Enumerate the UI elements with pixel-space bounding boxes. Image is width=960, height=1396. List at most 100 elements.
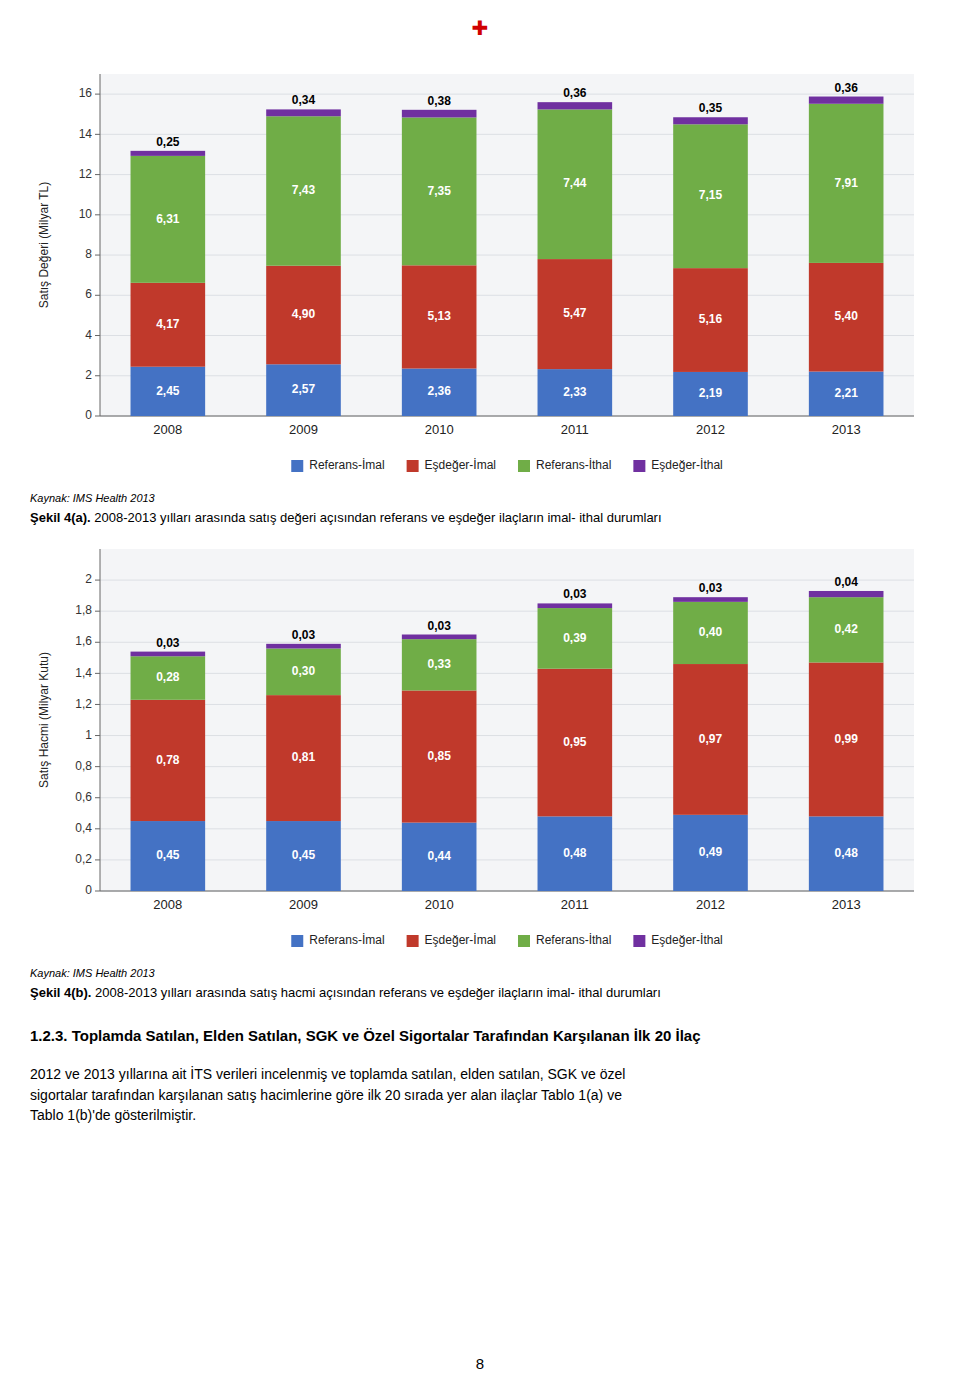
bars [131, 591, 884, 891]
data-label: 0,39 [563, 631, 587, 645]
bar [402, 635, 477, 640]
bar [809, 97, 884, 104]
data-label: 0,45 [292, 848, 316, 862]
legend-label: Referans-İthal [536, 458, 611, 472]
tick-mark [95, 673, 100, 674]
body-segment: 2012 ve 2013 yıllarına ait İTS verileri … [30, 1066, 625, 1082]
legend: Referans-İmalEşdeğer-İmalReferans-İthalE… [291, 933, 722, 947]
bar [266, 364, 341, 416]
tick-label: 0,4 [75, 821, 92, 835]
tick-label: 0 [85, 883, 92, 897]
bar [266, 695, 341, 821]
tick-mark [95, 295, 100, 296]
content: ✚02468101214162,452,572,362,332,192,214,… [30, 0, 930, 1125]
grid-line [100, 214, 914, 215]
data-label: 0,45 [156, 848, 180, 862]
data-label: 0,42 [834, 622, 858, 636]
tick-label: 10 [79, 207, 93, 221]
tick-label: 4 [85, 328, 92, 342]
legend-swatch [518, 460, 530, 472]
data-label: 0,97 [699, 732, 723, 746]
bar [131, 652, 206, 657]
y-ticks: 00,20,40,60,811,21,41,61,82 [75, 572, 100, 897]
data-label: 0,04 [834, 575, 858, 589]
x-ticks: 200820092010201120122013 [153, 422, 860, 437]
grid-line [100, 704, 914, 705]
page: {"chart_data": [ {"type": "bar", "stacke… [0, 0, 960, 1396]
source: Kaynak: IMS Health 2013 [30, 492, 930, 504]
legend-label: Eşdeğer-İmal [425, 933, 496, 947]
grid-line [100, 416, 914, 417]
data-label: 2,36 [427, 384, 451, 398]
data-label: 0,49 [699, 845, 723, 859]
body-line: 2012 ve 2013 yıllarına ait İTS verileri … [30, 1064, 930, 1084]
tick-mark [95, 797, 100, 798]
y-axis-label: Satış Değeri (Milyar TL) [37, 182, 51, 308]
bar [402, 639, 477, 690]
legend-item: Eşdeğer-İthal [633, 933, 722, 947]
grid-line [100, 673, 914, 674]
legend-item: Eşdeğer-İthal [633, 458, 722, 472]
caption-label: Şekil 4(b). [30, 985, 91, 1000]
tick-label: 1 [85, 728, 92, 742]
tick-mark [95, 704, 100, 705]
series [131, 104, 884, 283]
grid-line [100, 255, 914, 256]
category-label: 2013 [832, 422, 861, 437]
tick-label: 2 [85, 572, 92, 586]
grid-line [100, 859, 914, 860]
bar [673, 268, 748, 372]
grid [100, 580, 914, 891]
data-label: 7,35 [427, 184, 451, 198]
bar [673, 597, 748, 602]
data-label: 0,33 [427, 657, 451, 671]
data-label: 0,28 [156, 670, 180, 684]
data-label: 2,57 [292, 382, 316, 396]
x-axis-line [100, 416, 914, 417]
data-label: 0,85 [427, 749, 451, 763]
bar [131, 656, 206, 700]
bar [131, 821, 206, 891]
legend-label: Referans-İmal [309, 458, 384, 472]
tick-label: 1,4 [75, 666, 92, 680]
bar [538, 816, 613, 891]
legend-label: Referans-İthal [536, 933, 611, 947]
tick-label: 1,6 [75, 634, 92, 648]
body-line: Tablo 1(b)'de gösterilmiştir. [30, 1105, 930, 1125]
legend-label: Eşdeğer-İthal [651, 933, 722, 947]
data-label: 0,03 [292, 628, 316, 642]
bar [538, 369, 613, 416]
grid-line [100, 766, 914, 767]
series [131, 815, 884, 891]
bar [673, 117, 748, 124]
chart: 02468101214162,452,572,362,332,192,214,1… [30, 58, 930, 488]
category-label: 2011 [561, 897, 589, 912]
grid-line [100, 580, 914, 581]
legend-swatch [291, 935, 303, 947]
bar [538, 669, 613, 817]
legend-item: Referans-İthal [518, 458, 611, 472]
data-label: 0,03 [427, 619, 451, 633]
section-title: 1.2.3. Toplamda Satılan, Elden Satılan, … [30, 1026, 930, 1046]
body-segment: Tablo 1(b) [30, 1107, 92, 1123]
category-label: 2011 [561, 422, 589, 437]
series [131, 591, 884, 656]
bar [809, 591, 884, 597]
legend-swatch [633, 460, 645, 472]
data-label: 0,36 [834, 81, 858, 95]
bar [673, 124, 748, 268]
data-label: 7,44 [563, 176, 587, 190]
data-label: 2,33 [563, 385, 587, 399]
body-segment: 'de gösterilmiştir. [92, 1107, 196, 1123]
x-ticks: 200820092010201120122013 [153, 897, 860, 912]
data-label: 0,03 [156, 636, 180, 650]
tick-label: 0,2 [75, 852, 92, 866]
data-label: 5,47 [563, 306, 587, 320]
category-label: 2010 [425, 422, 454, 437]
data-label: 0,44 [427, 849, 451, 863]
tick-mark [95, 891, 100, 892]
x-axis-line [100, 891, 914, 892]
body-text: 2012 ve 2013 yıllarına ait İTS verileri … [30, 1064, 930, 1125]
series [131, 364, 884, 416]
tick-mark [95, 255, 100, 256]
